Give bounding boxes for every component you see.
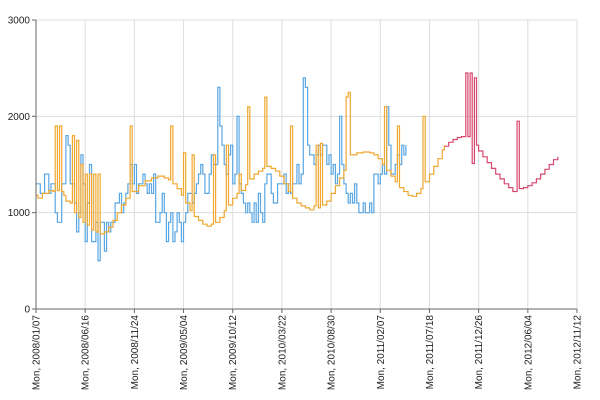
series-line-2: [36, 91, 445, 235]
x-tick-label: Mon, 2009/10/12: [228, 315, 239, 390]
x-tick-label: Mon, 2008/01/07: [32, 315, 43, 390]
y-tick-label: 1000: [8, 208, 31, 219]
x-tick-label: Mon, 2008/06/16: [81, 315, 92, 390]
x-tick-label: Mon, 2011/07/18: [425, 315, 436, 390]
y-tick-label: 3000: [8, 16, 31, 27]
y-tick-label: 2000: [8, 112, 31, 123]
grid-layer: [35, 19, 578, 310]
x-tick-label: Mon, 2010/03/22: [277, 315, 288, 390]
series-line-3: [444, 72, 559, 193]
y-tick-label: 0: [24, 305, 30, 316]
x-tick-label: Mon, 2012/06/04: [523, 315, 534, 390]
x-tick-label: Mon, 2009/05/04: [179, 315, 190, 390]
x-tick-label: Mon, 2008/11/24: [130, 315, 141, 390]
x-tick-label: Mon, 2011/02/07: [376, 315, 387, 390]
x-tick-label: Mon, 2012/11/12: [573, 315, 584, 390]
x-tick-label: Mon, 2010/08/30: [327, 315, 338, 390]
series-line-1: [36, 77, 407, 262]
label-layer: 0 1000 2000 3000 Mon, 2008/01/07 Mon, 2008/06…: [8, 16, 584, 391]
axis-layer: [32, 19, 578, 313]
series-layer: [36, 72, 559, 262]
x-tick-label: Mon, 2011/12/26: [474, 315, 485, 390]
